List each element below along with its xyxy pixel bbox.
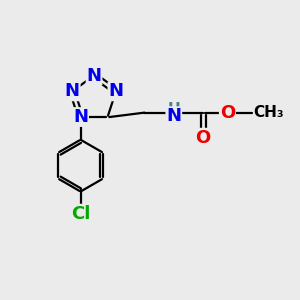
Text: H: H [167,102,180,117]
Text: O: O [220,103,235,122]
Text: N: N [87,67,102,85]
Text: N: N [166,107,181,125]
Text: N: N [65,82,80,100]
Text: N: N [108,82,123,100]
Text: O: O [196,129,211,147]
Text: CH₃: CH₃ [253,105,284,120]
Text: Cl: Cl [71,205,90,223]
Text: N: N [73,108,88,126]
